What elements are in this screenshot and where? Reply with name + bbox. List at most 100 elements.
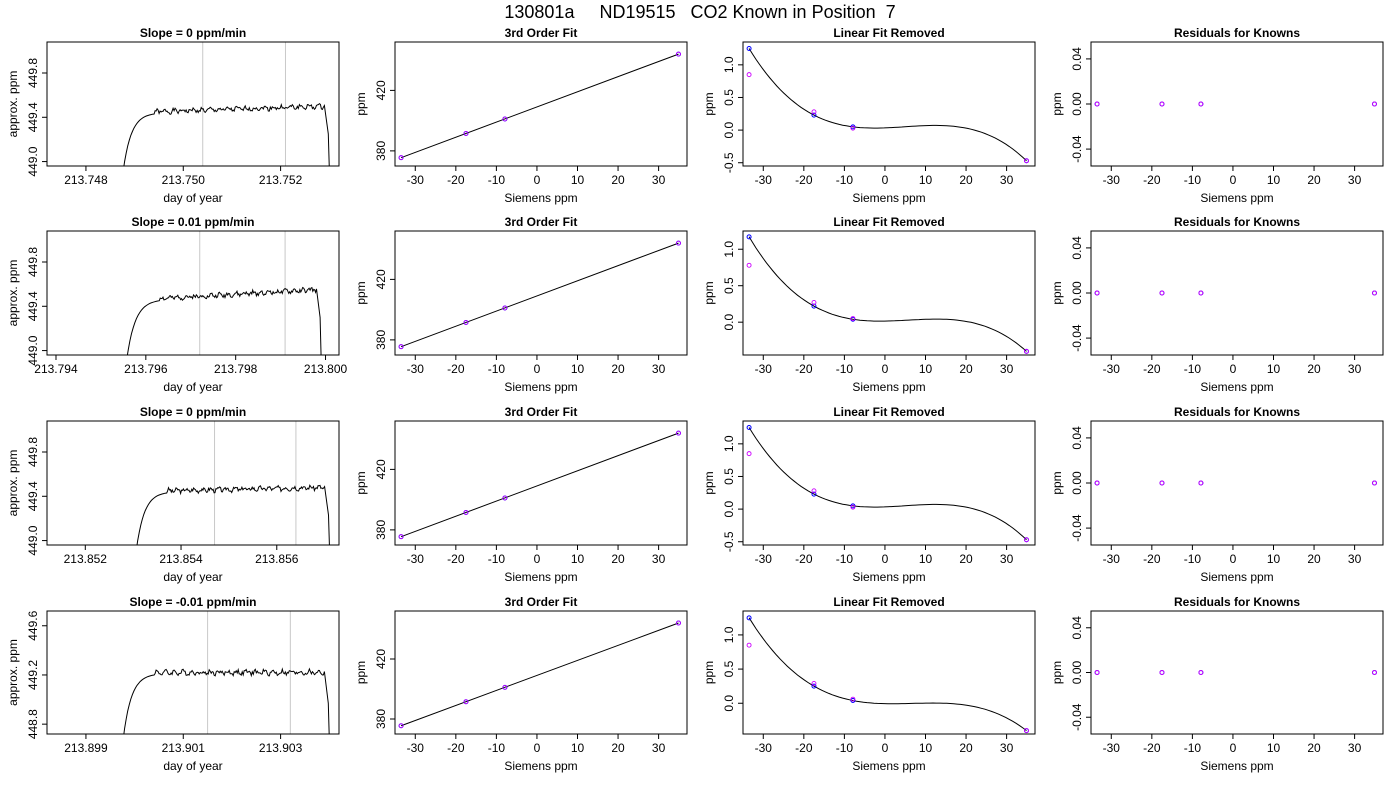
panel-4-3: Linear Fit Removed Siemens ppm ppm -30 -20 -1… <box>702 595 1036 773</box>
x-tick-label: -30 <box>1103 362 1121 376</box>
x-tick-label: -10 <box>1184 741 1202 755</box>
x-axis-label: day of year <box>163 759 222 773</box>
x-axis-label: day of year <box>163 380 222 394</box>
x-tick-label: 213.800 <box>304 362 348 376</box>
panel-3-2: 3rd Order Fit Siemens ppm ppm -30 -20 -10 0 10 2… <box>354 405 688 584</box>
x-tick-label: -30 <box>407 741 425 755</box>
panel-title: Linear Fit Removed <box>833 26 944 40</box>
x-tick-label: -30 <box>407 362 425 376</box>
data-point-known <box>676 51 681 57</box>
plot-frame <box>1090 41 1384 167</box>
series-trace <box>123 667 330 734</box>
x-tick-label: 30 <box>1348 362 1362 376</box>
panel-data <box>398 240 681 350</box>
x-tick-label: 30 <box>1000 173 1014 187</box>
x-tick-label: 30 <box>652 741 666 755</box>
y-tick-label: 0.04 <box>1070 616 1084 640</box>
data-point-known <box>746 72 752 78</box>
data-point-known <box>850 316 856 321</box>
x-tick-label: 10 <box>571 741 585 755</box>
x-tick-label: 20 <box>1307 173 1321 187</box>
x-axis-label: Siemens ppm <box>852 191 925 205</box>
panel-title: Linear Fit Removed <box>833 215 944 229</box>
x-axis-label: Siemens ppm <box>852 380 925 394</box>
y-tick-label: 0.04 <box>1070 236 1084 260</box>
x-tick-label: 10 <box>1267 173 1281 187</box>
y-tick-label: 448.8 <box>26 709 40 739</box>
data-point-known <box>1198 101 1204 107</box>
fit-line <box>400 242 679 348</box>
data-point-known <box>398 534 404 540</box>
x-tick-label: 0 <box>882 741 889 755</box>
data-point-known <box>746 451 752 457</box>
data-point-known <box>1094 670 1100 675</box>
panel-1-1: Slope = 0 ppm/min day of year approx. ppm 2… <box>6 26 340 205</box>
x-tick-label: 0 <box>534 173 541 187</box>
x-tick-label: 20 <box>611 173 625 187</box>
x-tick-label: 213.901 <box>162 741 206 755</box>
x-tick-label: -10 <box>1184 173 1202 187</box>
panel-title: Residuals for Knowns <box>1174 26 1300 40</box>
x-axis-label: Siemens ppm <box>504 380 577 394</box>
y-tick-label: 449.0 <box>26 146 40 176</box>
x-axis-label: Siemens ppm <box>504 570 577 584</box>
y-tick-label: -0.04 <box>1070 703 1084 731</box>
x-tick-label: 0 <box>1230 741 1237 755</box>
panel-data <box>123 611 330 734</box>
x-tick-label: -30 <box>1103 741 1121 755</box>
data-point-known <box>676 620 681 626</box>
y-axis-label: ppm <box>702 661 716 684</box>
x-tick-label: -10 <box>836 173 854 187</box>
y-tick-label: 0.5 <box>722 89 736 106</box>
panel-title: 3rd Order Fit <box>505 405 578 419</box>
x-tick-label: 20 <box>1307 552 1321 566</box>
fit-curve <box>748 427 1027 541</box>
data-point-known <box>398 344 404 350</box>
x-tick-label: 0 <box>534 362 541 376</box>
data-point-measured <box>746 46 752 52</box>
data-point-known <box>1094 101 1100 107</box>
data-point-known <box>1159 101 1165 107</box>
x-tick-label: -10 <box>836 362 854 376</box>
y-tick-label: 420 <box>374 459 388 479</box>
x-tick-label: 20 <box>959 173 973 187</box>
data-point-known <box>746 642 752 648</box>
data-point-known <box>463 510 469 515</box>
data-point-known <box>676 430 681 436</box>
x-tick-label: -20 <box>1143 173 1161 187</box>
x-tick-label: -30 <box>1103 552 1121 566</box>
y-axis-label: ppm <box>1050 471 1064 494</box>
y-tick-label: 0.0 <box>722 121 736 138</box>
x-tick-label: -20 <box>447 173 465 187</box>
series-trace <box>136 484 330 545</box>
y-tick-label: 1.0 <box>722 241 736 258</box>
x-tick-label: -30 <box>755 362 773 376</box>
x-tick-label: 213.798 <box>214 362 258 376</box>
plot-frame <box>1090 610 1384 735</box>
x-tick-label: 213.794 <box>34 362 78 376</box>
y-tick-label: 0.00 <box>1070 471 1084 495</box>
y-tick-label: 0.00 <box>1070 92 1084 116</box>
x-axis-label: Siemens ppm <box>1200 570 1273 584</box>
data-point-known <box>1024 537 1029 543</box>
y-tick-label: 420 <box>374 80 388 100</box>
data-point-known <box>1372 290 1377 296</box>
x-tick-label: -30 <box>755 173 773 187</box>
panel-title: Slope = 0.01 ppm/min <box>131 215 254 229</box>
panel-title: 3rd Order Fit <box>505 26 578 40</box>
x-tick-label: 10 <box>571 362 585 376</box>
y-tick-label: 449.4 <box>26 291 40 321</box>
data-point-known <box>1159 670 1165 675</box>
x-tick-label: -20 <box>795 741 813 755</box>
fit-curve <box>748 48 1027 162</box>
y-tick-label: 449.0 <box>26 525 40 555</box>
y-tick-label: 449.0 <box>26 335 40 365</box>
x-tick-label: -10 <box>488 741 506 755</box>
x-tick-label: 20 <box>1307 362 1321 376</box>
x-axis-label: Siemens ppm <box>852 759 925 773</box>
x-tick-label: -10 <box>488 173 506 187</box>
data-point-measured <box>811 683 817 689</box>
y-tick-label: 0.5 <box>722 660 736 677</box>
panel-title: Residuals for Knowns <box>1174 215 1300 229</box>
y-tick-label: 449.6 <box>26 610 40 640</box>
